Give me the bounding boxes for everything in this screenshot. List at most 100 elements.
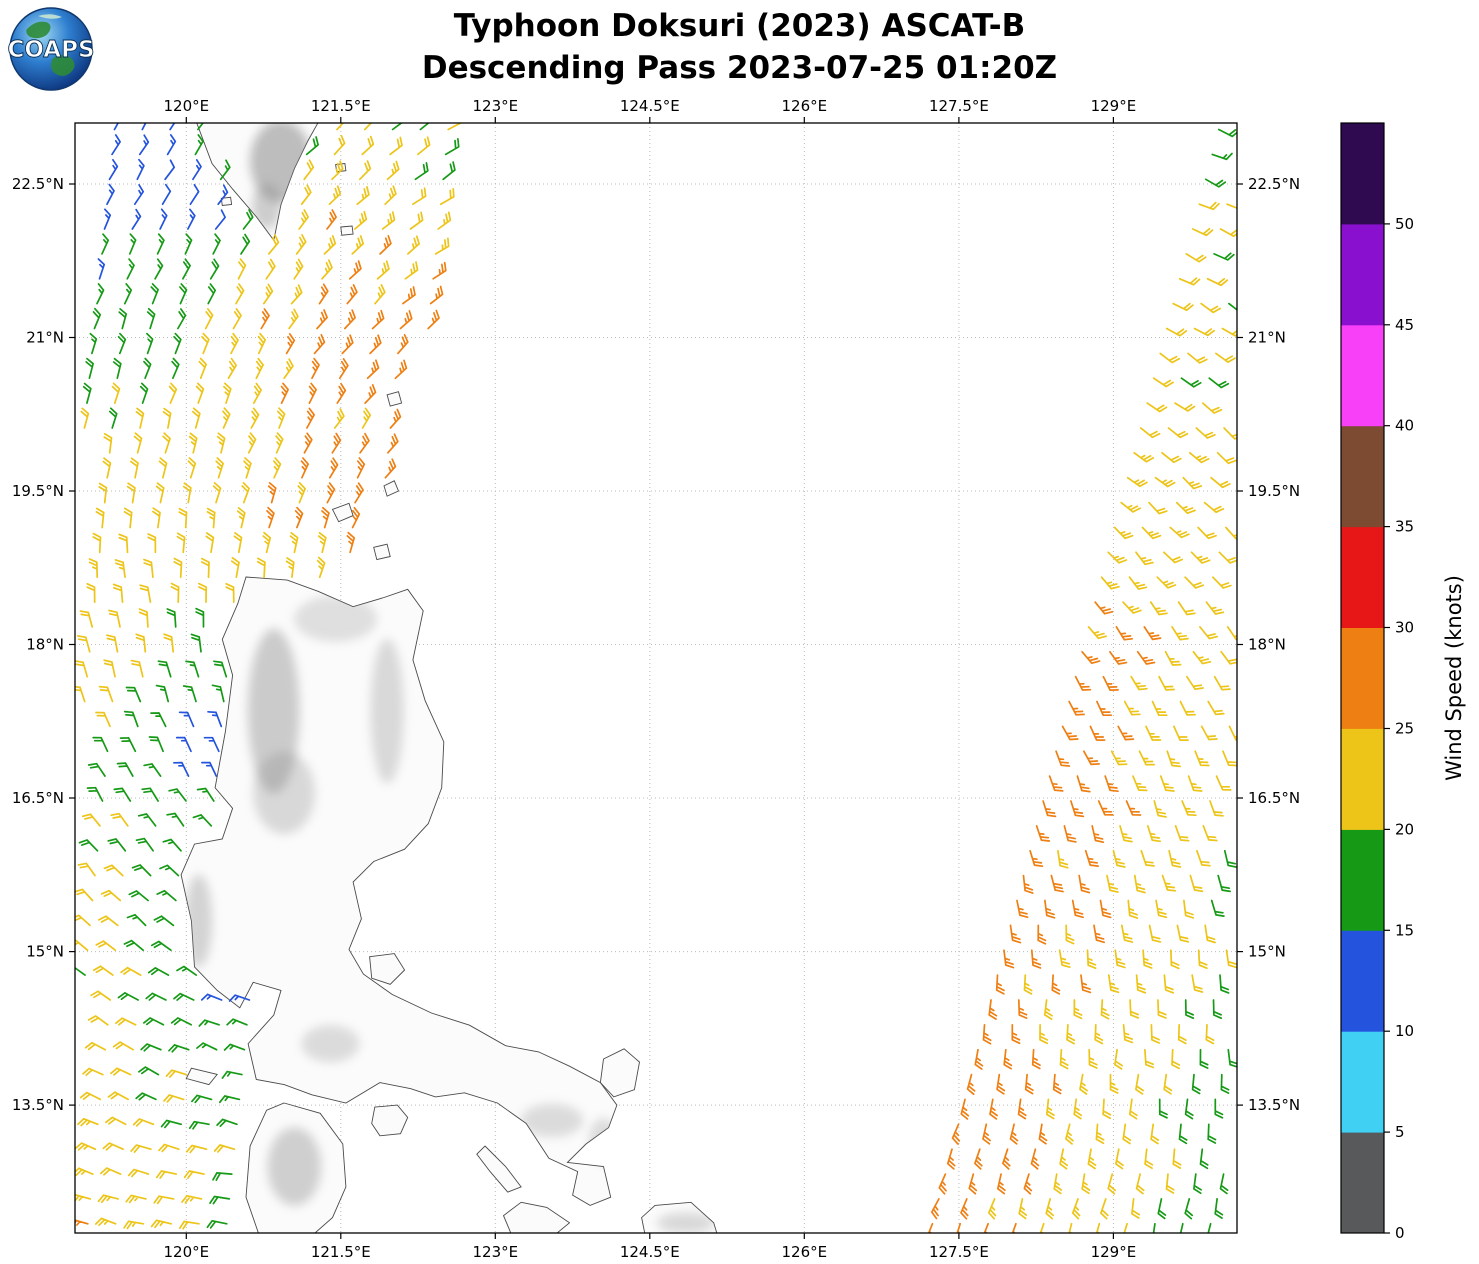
wind-barb [90,990,112,1001]
wind-barb [1212,999,1223,1020]
wind-barb [170,1017,193,1026]
wind-barb [1029,849,1044,868]
wind-barb [1159,352,1181,364]
wind-barb [119,737,137,753]
wind-barb [308,382,317,404]
wind-barb [1109,1073,1119,1094]
wind-barb [87,1015,109,1026]
wind-barb [1038,1123,1048,1145]
wind-barb [285,557,295,579]
wind-barb [1076,775,1091,793]
wind-barb [192,159,202,181]
wind-barb [92,736,109,753]
wind-barb [1152,377,1174,388]
wind-barb [1220,1073,1230,1094]
wind-barb [182,685,197,703]
wind-barb [235,283,245,305]
wind-barb [178,1220,200,1230]
wind-barb [1172,302,1194,312]
wind-barb [409,211,424,230]
coastline [502,1201,571,1233]
wind-barb [272,457,282,479]
wind-barb [75,888,94,902]
colorbar-band [1341,223,1384,326]
wind-barb [1135,1173,1145,1195]
wind-barb [1030,949,1042,969]
wind-barb [1138,750,1155,766]
wind-barb [147,533,157,554]
wind-barb [439,187,455,206]
wind-barb [1133,874,1146,894]
axis-tick-label: 129°E [1091,1243,1137,1261]
wind-barb [140,1043,162,1052]
wind-barb [95,940,117,952]
map-land [180,123,718,1233]
wind-barb [1084,849,1099,867]
wind-barb [75,914,91,927]
wind-barb [126,482,136,504]
wind-barb [1171,1048,1181,1070]
wind-barb [1144,1148,1154,1170]
wind-barb [1191,1073,1201,1095]
wind-barb [1223,849,1237,868]
wind-barb [384,458,397,479]
wind-barb [223,382,232,404]
wind-barb [1159,775,1175,792]
wind-barb [77,635,91,653]
wind-barb [1080,974,1092,994]
axis-tick-label: 13.5°N [12,1096,64,1114]
wind-barb [1106,874,1119,893]
colorbar-band [1341,123,1384,225]
wind-barb [1083,750,1100,766]
wind-barb [79,1091,102,1101]
wind-barb [1095,1123,1105,1145]
wind-barb [1107,551,1128,564]
wind-barb [178,711,195,728]
chart-subtitle: Descending Pass 2023-07-25 01:20Z [421,50,1058,86]
wind-barb [1155,899,1168,919]
wind-barb [333,408,345,429]
wind-barb [1204,924,1216,944]
wind-barb [195,607,205,628]
wind-barb [379,235,392,255]
wind-barb [1152,1222,1156,1233]
wind-barb [1051,974,1061,995]
wind-barb [1068,1222,1073,1233]
wind-barb [266,506,275,529]
axis-ticks [69,117,1243,1239]
wind-barb [1198,201,1220,211]
wind-barb [138,608,149,628]
wind-barb [331,160,344,181]
axis-tick-label: 15°N [1248,943,1286,961]
wind-barb [1191,227,1214,237]
wind-barb [171,357,180,380]
wind-barb [98,482,108,504]
axis-tick-label: 18°N [1248,636,1286,654]
wind-barb [138,1066,160,1076]
axis-tick-label: 21°N [1248,329,1286,347]
wind-barb [1050,874,1064,893]
wind-barb [1157,999,1167,1019]
wind-barb [391,123,403,131]
wind-barb [141,787,159,802]
wind-barb [1146,825,1162,843]
axis-tick-label: 120°E [163,1243,209,1261]
wind-barb [75,966,86,976]
wind-barb [356,186,370,206]
colorbar-tick-label: 10 [1395,1022,1414,1040]
wind-barb [165,1069,188,1078]
wind-barb [159,864,180,877]
wind-barb [361,135,375,156]
wind-barb [1045,1198,1054,1220]
wind-barb [982,1123,991,1145]
wind-barb [1104,775,1119,793]
wind-barb [82,382,92,404]
wind-barb [1191,974,1204,993]
wind-barb [1178,277,1201,286]
wind-barb [1207,1123,1217,1144]
wind-barb [86,786,104,802]
wind-barb [1093,924,1106,944]
wind-barb [216,1118,238,1128]
wind-barb [213,660,228,678]
wind-barb [222,407,231,429]
